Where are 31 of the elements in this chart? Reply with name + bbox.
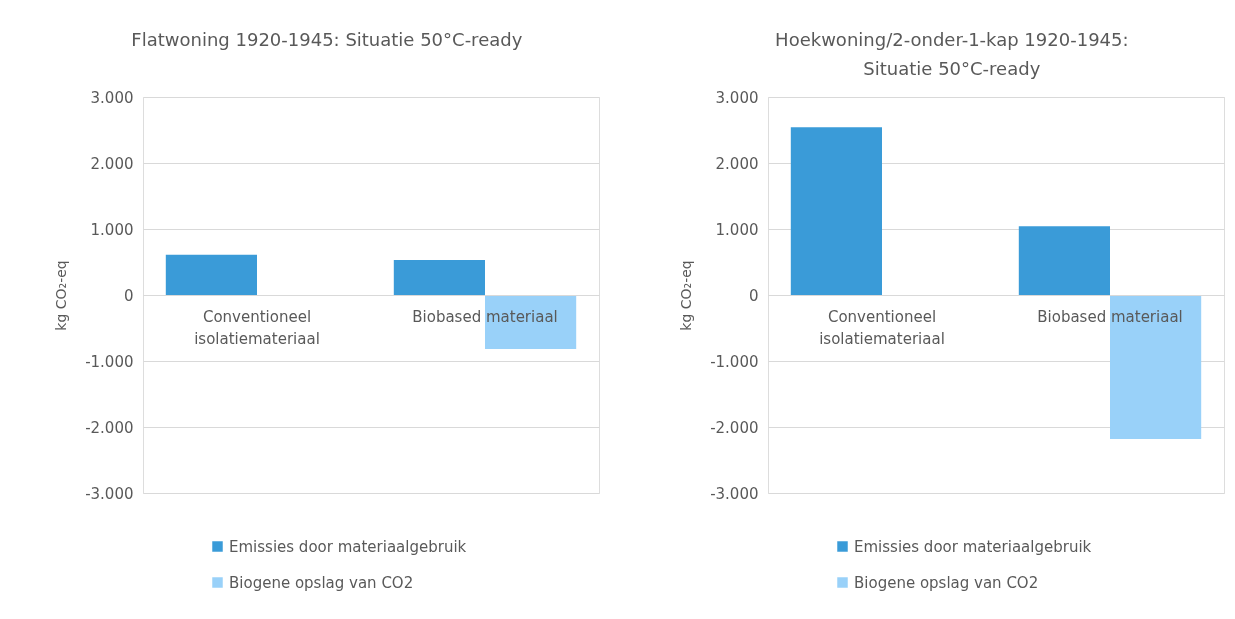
y-tick-label: 0 [748,286,759,305]
y-tick-label: -2.000 [710,418,759,437]
legend-label: Emissies door materiaalgebruik [854,537,1092,556]
bar [1110,295,1202,439]
bar [1018,226,1110,295]
y-tick-label: 1.000 [715,220,759,239]
y-tick-label: 3.000 [90,88,134,107]
y-tick-label: -1.000 [85,352,134,371]
chart-title: Flatwoning 1920-1945: Situatie 50°C-ready [131,29,523,50]
x-tick-label: Conventioneel isolatiemateriaal [194,307,320,348]
y-tick-label: 3.000 [715,88,759,107]
x-tick-label: Conventioneel isolatiemateriaal [819,307,945,348]
y-tick-label: 0 [123,286,134,305]
y-tick-label: 2.000 [90,154,134,173]
legend-label: Biogene opslag van CO2 [854,573,1039,592]
y-axis-title: kg CO₂-eq [53,260,70,331]
y-tick-label: -2.000 [85,418,134,437]
x-tick-label: Biobased materiaal [1037,307,1183,326]
bar [790,127,882,295]
y-tick-label: 1.000 [90,220,134,239]
y-tick-label: -1.000 [710,352,759,371]
y-tick-label: -3.000 [85,484,134,503]
legend-label: Biogene opslag van CO2 [229,573,414,592]
legend-label: Emissies door materiaalgebruik [229,537,467,556]
bar [165,254,257,295]
bar [393,260,485,295]
y-tick-label: -3.000 [710,484,759,503]
x-tick-label: Biobased materiaal [412,307,558,326]
chart-title: Hoekwoning/2-onder-1-kap 1920-1945: Situatie 50°C-ready [775,29,1129,79]
y-tick-label: 2.000 [715,154,759,173]
y-axis-title: kg CO₂-eq [678,260,695,331]
